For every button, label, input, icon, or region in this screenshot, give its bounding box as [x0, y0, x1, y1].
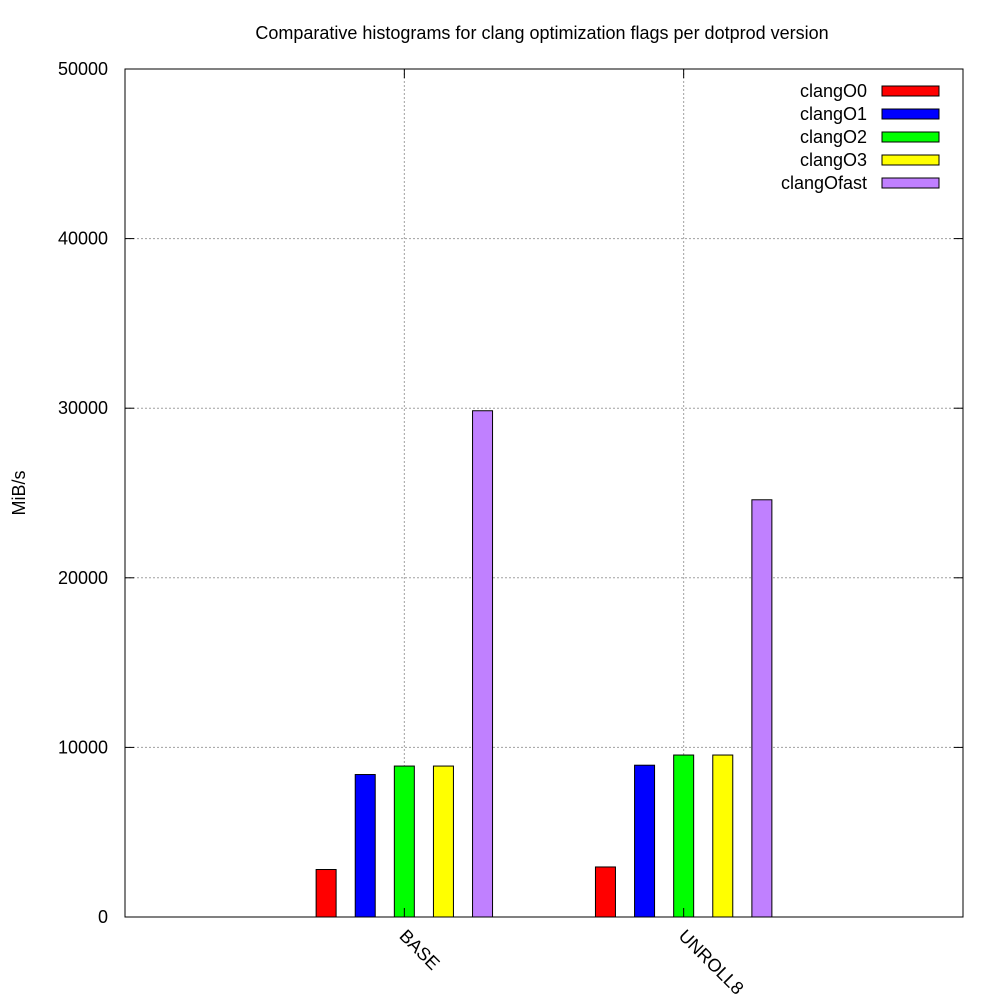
chart-title: Comparative histograms for clang optimiz…: [255, 23, 828, 43]
y-axis-label: MiB/s: [9, 471, 29, 516]
x-tick-label: UNROLL8: [675, 926, 748, 999]
y-tick-label: 10000: [58, 737, 108, 757]
legend-label: clangOfast: [781, 173, 867, 193]
plot-frame: [124, 68, 964, 918]
legend-label: clangO2: [800, 127, 867, 147]
bar-clangO3: [432, 765, 454, 918]
grid-lines: [125, 69, 963, 917]
y-tick-label: 50000: [58, 59, 108, 79]
y-tick-label: 20000: [58, 568, 108, 588]
bar-clangO2: [673, 754, 695, 918]
legend-label: clangO0: [800, 81, 867, 101]
legend-swatch: [881, 154, 940, 166]
legend-label: clangO1: [800, 104, 867, 124]
axis-ticks: 0 10000 20000 30000 40000 50000 BASE UNROLL8: [58, 59, 963, 999]
bar-clangO0: [594, 866, 616, 918]
bars: [315, 410, 773, 918]
legend-swatch: [881, 108, 940, 120]
x-tick-label: BASE: [396, 926, 444, 974]
y-tick-label: 30000: [58, 398, 108, 418]
y-tick-label: 40000: [58, 229, 108, 249]
bar-clangO2: [393, 765, 415, 918]
legend: clangO0 clangO1 clangO2 clangO3 clangOfast: [781, 81, 940, 193]
bar-clangO1: [634, 764, 656, 918]
bar-clangO1: [354, 774, 376, 918]
legend-swatch: [881, 85, 940, 97]
bar-clangO3: [712, 754, 734, 918]
y-tick-label: 0: [98, 907, 108, 927]
bar-clangOfast: [472, 410, 494, 918]
legend-swatch: [881, 131, 940, 143]
bar-clangO0: [315, 869, 337, 918]
bar-clangOfast: [751, 499, 773, 918]
legend-swatch: [881, 177, 940, 189]
legend-label: clangO3: [800, 150, 867, 170]
